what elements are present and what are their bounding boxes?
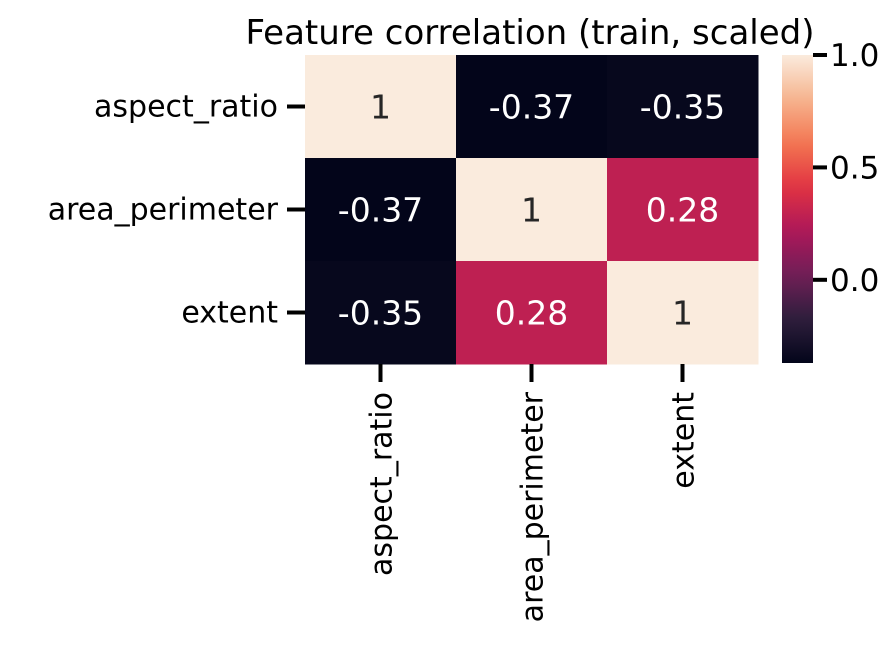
- colorbar-tick-label: 0.0: [830, 263, 879, 299]
- y-tick-label: aspect_ratio: [94, 90, 278, 125]
- cell-value-label: -0.35: [640, 88, 725, 127]
- cell-value-label: 1: [521, 191, 542, 230]
- colorbar-gradient: [782, 55, 813, 363]
- colorbar-tick-label: 0.5: [830, 150, 879, 186]
- heatmap-cells: 1 -0.37 -0.35 -0.37 1 0.28 -0.35 0.28 1: [305, 55, 759, 365]
- cell-value-label: -0.35: [338, 294, 423, 333]
- heatmap-cell: [607, 55, 759, 159]
- heatmap-cell: [456, 55, 608, 159]
- cell-value-label: 1: [370, 88, 391, 127]
- cell-value-label: 1: [672, 294, 693, 333]
- cell-value-label: 0.28: [495, 294, 568, 333]
- cell-value-label: -0.37: [489, 88, 574, 127]
- colorbar-tick-label: 1.0: [830, 38, 879, 74]
- heatmap-cell: [456, 261, 608, 365]
- heatmap-cell: [456, 158, 608, 262]
- heatmap-cell: [607, 158, 759, 262]
- chart-title: Feature correlation (train, scaled): [245, 13, 814, 53]
- heatmap-cell: [305, 158, 457, 262]
- heatmap-cell: [607, 261, 759, 365]
- x-tick-label: extent: [667, 392, 702, 489]
- y-tick-label: extent: [181, 296, 278, 331]
- cell-value-label: -0.37: [338, 191, 423, 230]
- colorbar: 0.0 0.5 1.0: [782, 38, 879, 363]
- cell-value-label: 0.28: [646, 191, 719, 230]
- heatmap-cell: [305, 261, 457, 365]
- heatmap-cell: [305, 55, 457, 159]
- x-tick-label: aspect_ratio: [365, 392, 400, 576]
- x-tick-label: area_perimeter: [516, 391, 551, 622]
- y-tick-label: area_perimeter: [48, 193, 279, 228]
- x-axis-ticks: aspect_ratio area_perimeter extent: [365, 364, 702, 622]
